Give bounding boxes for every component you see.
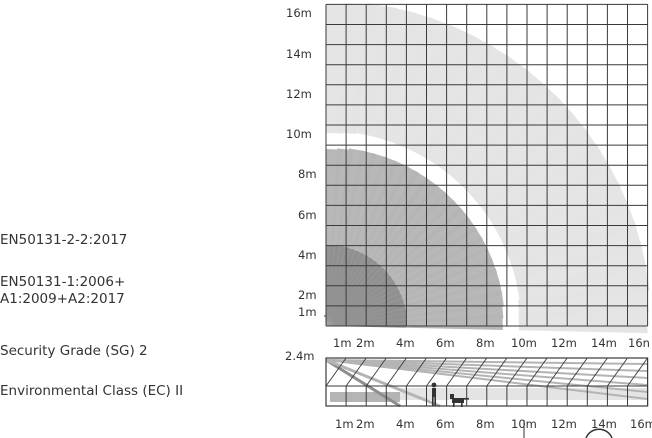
coverage-beam — [326, 258, 377, 326]
side-grid-diagonal — [466, 357, 488, 387]
coverage-beam — [400, 24, 477, 153]
side-view-x-labels: 1m 2m 4m 6m 8m 10m 12m 14m 16m — [335, 417, 652, 431]
coverage-beam — [501, 181, 630, 256]
x-label-6m: 6m — [436, 336, 455, 350]
y-label-1m: 1m — [298, 305, 317, 319]
coverage-beam — [488, 144, 612, 233]
side-grid-diagonal — [627, 357, 648, 387]
x-label-16n: 16n — [628, 336, 650, 350]
side-ray — [325, 359, 648, 372]
coverage-beam — [326, 276, 395, 326]
side-view-height-label: 2.4m — [285, 349, 315, 363]
y-label-6m: 6m — [298, 208, 317, 222]
side-grid-diagonal — [325, 357, 347, 387]
coverage-beam — [341, 150, 377, 248]
side-x-label-2m: 2m — [356, 417, 375, 431]
x-label-2m: 2m — [356, 336, 375, 350]
side-x-label-6m: 6m — [436, 417, 455, 431]
pet-figure-icon — [450, 394, 469, 407]
side-grid-diagonal — [385, 357, 407, 387]
coverage-beam — [326, 255, 373, 326]
side-ray — [325, 359, 648, 365]
y-label-8m: 8m — [298, 167, 317, 181]
coverage-beam — [356, 160, 409, 254]
side-x-label-8m: 8m — [476, 417, 495, 431]
side-ray — [325, 359, 648, 379]
side-x-label-1m: 1m — [335, 417, 354, 431]
coverage-beam — [388, 17, 458, 148]
coverage-beam — [326, 250, 364, 326]
coverage-beam — [336, 148, 365, 247]
coverage-beam — [363, 6, 418, 139]
coverage-beam — [454, 80, 562, 191]
side-near-zone — [330, 392, 400, 402]
y-label-2m: 2m — [298, 288, 317, 302]
coverage-beam — [326, 252, 369, 326]
x-label-12m: 12m — [551, 336, 577, 350]
side-ray-mid — [325, 358, 441, 408]
side-grid-diagonal — [446, 357, 468, 387]
side-x-label-12m: 12m — [551, 417, 577, 431]
side-grid-diagonal — [426, 357, 447, 387]
coverage-beam — [383, 199, 464, 274]
side-grid-diagonal — [345, 357, 367, 387]
standard-en50131-1: EN50131-1:2006+ A1:2009+A2:2017 — [0, 274, 126, 307]
top-view-y-labels: 16m 14m 12m 10m 8m 6m 4m 2m 1m — [286, 6, 317, 319]
side-x-label-14m: 14m — [591, 417, 617, 431]
standard-en50131-2-2: EN50131-2-2:2017 — [0, 232, 128, 248]
top-view-x-labels: 1m 2m 4m 6m 8m 10m 12m 14m 16n — [333, 336, 650, 350]
person-figure-icon — [431, 382, 437, 406]
y-label-12m: 12m — [286, 87, 312, 101]
y-label-4m: 4m — [298, 248, 317, 262]
standards-list: EN50131-2-2:2017 EN50131-1:2006+ A1:2009… — [0, 0, 270, 438]
coverage-beam — [325, 148, 342, 246]
side-grid-diagonal — [486, 357, 508, 387]
side-grid-diagonal — [566, 357, 588, 387]
x-label-10m: 10m — [511, 336, 537, 350]
side-ray-steep — [325, 358, 401, 408]
side-x-label-16m: 16m — [630, 417, 652, 431]
coverage-beam — [366, 170, 429, 260]
x-label-1m: 1m — [333, 336, 352, 350]
top-view-coverage — [325, 3, 650, 334]
coverage-beam — [393, 226, 484, 287]
side-view-grid — [325, 357, 649, 407]
coverage-beam — [480, 127, 601, 222]
coverage-beam — [326, 280, 398, 326]
coverage-beam — [326, 268, 389, 326]
side-grid-diagonal — [406, 357, 427, 387]
coverage-beam — [371, 176, 439, 263]
x-label-4m: 4m — [396, 336, 415, 350]
x-label-8m: 8m — [476, 336, 495, 350]
side-x-label-4m: 4m — [396, 417, 415, 431]
x-label-14m: 14m — [591, 336, 617, 350]
coverage-beam — [326, 264, 385, 326]
coverage-beam — [326, 248, 359, 326]
side-grid-diagonal — [526, 357, 548, 387]
coverage-beam — [326, 261, 382, 326]
security-grade: Security Grade (SG) 2 — [0, 343, 148, 359]
coverage-beam — [351, 3, 397, 136]
coverage-beam — [463, 95, 576, 201]
y-label-16m: 16m — [286, 6, 312, 20]
side-grid-diagonal — [546, 357, 568, 387]
side-ray — [325, 359, 648, 393]
coverage-beam — [379, 191, 456, 270]
coverage-beam — [325, 4, 355, 134]
coverage-diagram: 16m 14m 12m 10m 8m 6m 4m 2m 1m 1m 2m 4m … — [285, 3, 652, 438]
coverage-beam — [396, 236, 489, 292]
bottom-circle-marker — [585, 428, 613, 438]
environmental-class: Environmental Class (EC) II — [0, 383, 184, 399]
top-view-grid — [324, 3, 649, 327]
coverage-beam — [361, 165, 419, 257]
y-label-14m: 14m — [286, 47, 312, 61]
side-grid-diagonal — [506, 357, 528, 387]
side-grid-diagonal — [607, 357, 628, 387]
side-grid-diagonal — [365, 357, 387, 387]
y-label-10m: 10m — [286, 127, 312, 141]
side-view-coverage — [325, 358, 648, 408]
side-grid-diagonal — [586, 357, 608, 387]
side-ray — [325, 359, 648, 400]
side-ray — [325, 359, 648, 386]
